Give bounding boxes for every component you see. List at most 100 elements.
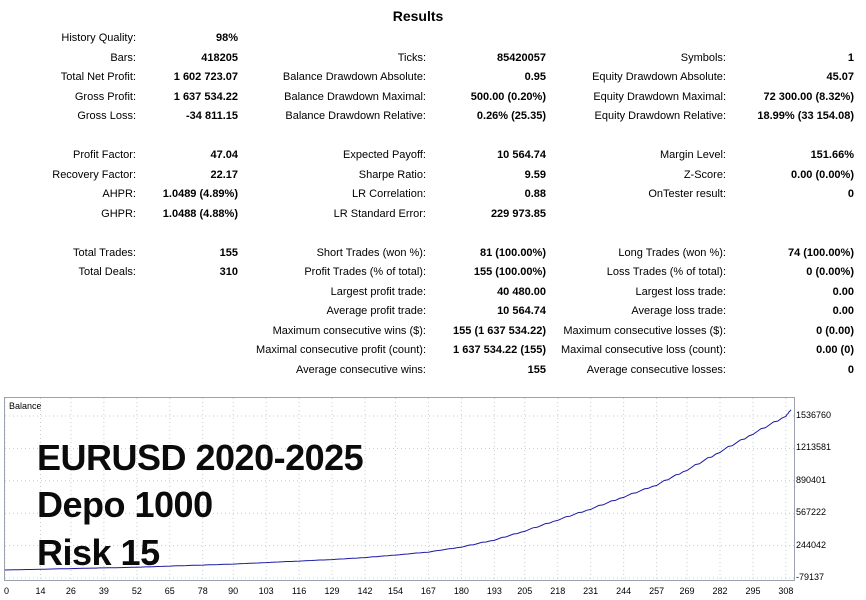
stat-label: Profit Factor: xyxy=(73,149,136,161)
stat-label: Largest profit trade: xyxy=(330,285,426,298)
x-tick-label: 295 xyxy=(745,586,761,596)
stat-label: Equity Drawdown Maximal: xyxy=(593,90,726,103)
overlay-line-deposit: Depo 1000 xyxy=(37,484,213,525)
y-tick-label: 1213581 xyxy=(796,442,832,453)
stat-label: Average consecutive wins: xyxy=(295,363,426,376)
stat-value: 151.66% xyxy=(810,149,854,161)
y-tick-label: 567222 xyxy=(796,507,827,518)
stat-value: 418205 xyxy=(201,51,238,64)
x-tick-label: 39 xyxy=(98,586,109,596)
x-tick-label: 0 xyxy=(4,586,10,596)
balance-plot xyxy=(5,398,794,580)
stat-label: Equity Drawdown Relative: xyxy=(594,110,726,122)
stat-label: Z-Score: xyxy=(683,168,726,181)
stat-label: Average loss trade: xyxy=(631,305,726,317)
x-tick-label: 257 xyxy=(649,586,665,596)
y-tick-label: -79137 xyxy=(796,572,825,582)
stat-label: Total Net Profit: xyxy=(60,71,136,83)
stat-value: 155 (100.00%) xyxy=(473,266,546,278)
stat-value: 98% xyxy=(215,32,238,44)
stat-label: OnTester result: xyxy=(648,188,726,200)
y-tick-label: 244042 xyxy=(796,539,827,550)
stat-value: 22.17 xyxy=(210,168,238,181)
y-tick-label: 890401 xyxy=(796,474,827,485)
stat-label: Symbols: xyxy=(680,51,726,64)
stat-label: Largest loss trade: xyxy=(635,285,727,298)
stat-label: Long Trades (won %): xyxy=(618,246,726,259)
x-tick-label: 129 xyxy=(324,586,340,596)
x-tick-label: 205 xyxy=(517,586,533,596)
overlay-line-risk: Risk 15 xyxy=(37,532,160,573)
x-tick-label: 78 xyxy=(197,586,208,596)
x-tick-label: 90 xyxy=(228,586,239,596)
stat-value: 40 480.00 xyxy=(497,285,546,298)
stat-value: 9.59 xyxy=(524,168,546,181)
stat-value: 1 602 723.07 xyxy=(173,71,238,83)
x-tick-label: 308 xyxy=(778,586,794,596)
stat-value: 155 xyxy=(527,363,546,376)
stat-label: Balance Drawdown Absolute: xyxy=(282,71,426,83)
results-title: Results xyxy=(392,8,444,24)
stat-label: Average consecutive losses: xyxy=(586,363,726,376)
stat-label: GHPR: xyxy=(101,207,136,220)
stat-value: 155 (1 637 534.22) xyxy=(453,324,546,337)
stat-label: Sharpe Ratio: xyxy=(358,168,426,181)
stat-label: Average profit trade: xyxy=(326,305,426,317)
stat-value: 0.00 (0.00%) xyxy=(791,168,854,181)
x-tick-label: 52 xyxy=(131,586,142,596)
stat-label: LR Correlation: xyxy=(352,188,426,200)
stat-value: 500.00 (0.20%) xyxy=(470,90,546,103)
x-tick-label: 116 xyxy=(291,586,307,596)
stat-value: 0 (0.00%) xyxy=(806,266,854,278)
stat-label: Balance Drawdown Relative: xyxy=(285,110,426,122)
stat-value: 10 564.74 xyxy=(497,305,546,317)
x-tick-label: 180 xyxy=(453,586,469,596)
x-tick-label: 167 xyxy=(420,586,436,596)
stat-label: Margin Level: xyxy=(659,149,726,161)
stat-label: Total Deals: xyxy=(78,266,136,278)
stat-label: Gross Loss: xyxy=(77,110,136,122)
x-tick-label: 154 xyxy=(387,586,403,596)
stat-label: Maximum consecutive losses ($): xyxy=(563,324,726,337)
x-tick-label: 193 xyxy=(486,586,502,596)
stat-value: 74 (100.00%) xyxy=(787,246,854,259)
x-tick-label: 244 xyxy=(616,586,632,596)
stat-label: Profit Trades (% of total): xyxy=(304,266,426,278)
stat-label: Recovery Factor: xyxy=(52,168,136,181)
stat-value: 45.07 xyxy=(826,71,854,83)
stat-label: Balance Drawdown Maximal: xyxy=(284,90,426,103)
stat-label: Bars: xyxy=(110,51,136,64)
stat-value: 47.04 xyxy=(210,149,238,161)
y-tick-label: 1536760 xyxy=(796,410,832,420)
stat-label: AHPR: xyxy=(102,188,136,200)
x-tick-label: 65 xyxy=(164,586,175,596)
x-tick-label: 269 xyxy=(679,586,695,596)
stat-label: Total Trades: xyxy=(73,246,136,259)
stat-label: Expected Payoff: xyxy=(343,149,426,161)
stat-label: Maximum consecutive wins ($): xyxy=(272,324,426,337)
stat-value: 0.26% (25.35) xyxy=(476,110,546,122)
stat-value: 72 300.00 (8.32%) xyxy=(763,90,854,103)
stat-value: 1 637 534.22 (155) xyxy=(453,344,546,356)
stat-label: Maximal consecutive profit (count): xyxy=(256,344,426,356)
stat-value: 0.00 xyxy=(832,305,854,317)
stat-value: 0.95 xyxy=(524,71,546,83)
stat-value: 1.0489 (4.89%) xyxy=(162,188,238,200)
stat-value: -34 811.15 xyxy=(186,110,238,122)
balance-chart: Balance EURUSD 2020-2025 Depo 1000 Risk … xyxy=(4,397,795,581)
stat-value: 18.99% (33 154.08) xyxy=(757,110,854,122)
stat-value: 0 xyxy=(847,363,854,376)
x-tick-label: 26 xyxy=(65,586,76,596)
stat-value: 1 637 534.22 xyxy=(173,90,238,103)
stat-label: Gross Profit: xyxy=(74,90,136,103)
stat-value: 229 973.85 xyxy=(490,207,546,220)
stat-value: 1 xyxy=(847,51,854,64)
x-tick-label: 231 xyxy=(583,586,599,596)
x-tick-label: 218 xyxy=(550,586,566,596)
stat-value: 10 564.74 xyxy=(497,149,546,161)
x-tick-label: 282 xyxy=(712,586,728,596)
stat-value: 0 xyxy=(847,188,854,200)
stat-label: Maximal consecutive loss (count): xyxy=(560,344,726,356)
chart-legend: Balance xyxy=(9,401,42,411)
stat-value: 1.0488 (4.88%) xyxy=(162,207,238,220)
